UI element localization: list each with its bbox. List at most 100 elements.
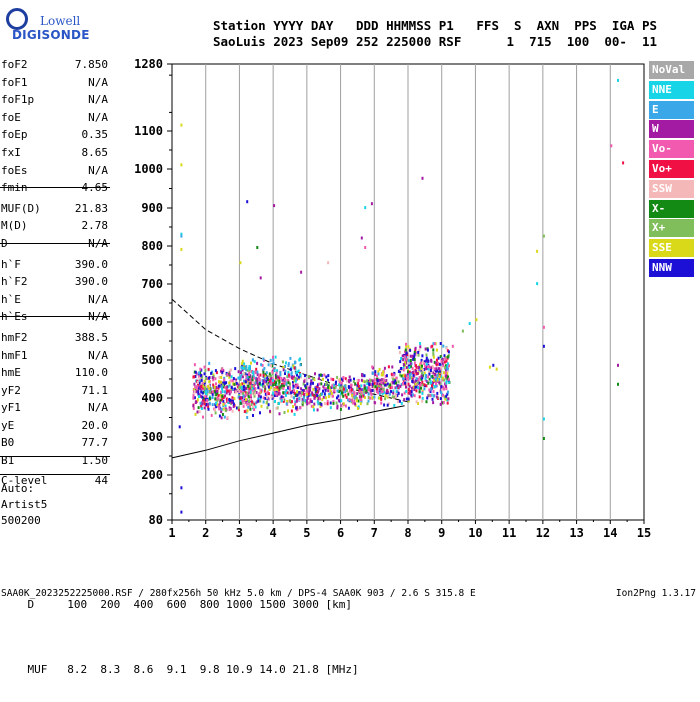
echo-point (447, 397, 450, 401)
echo-point (378, 367, 381, 371)
echo-point (333, 388, 336, 392)
echo-point (353, 396, 356, 400)
echo-point (288, 375, 291, 379)
echo-point (220, 369, 222, 373)
echo-point (262, 382, 264, 386)
echo-point (407, 345, 410, 349)
legend-item-ssw: SSW (649, 179, 694, 198)
echo-point (262, 396, 265, 400)
echo-point (262, 400, 265, 404)
echo-point (384, 374, 387, 378)
echo-point (193, 390, 196, 393)
ionogram-chart: 1 2 3 4 5 6 7 8 9 10 11 12 13 14 158020030040050060070… (134, 57, 651, 540)
x-tick-label: 15 (637, 526, 651, 540)
echo-point (211, 403, 214, 407)
echo-point (443, 374, 446, 378)
echo-point (267, 392, 270, 396)
echo-point (380, 390, 383, 394)
echo-point (413, 361, 416, 365)
echo-point (247, 391, 250, 395)
echo-point (409, 392, 412, 395)
echo-point (406, 347, 409, 351)
echo-point (316, 400, 319, 404)
echo-point (367, 379, 370, 383)
echo-point (220, 416, 223, 420)
echo-point (375, 387, 378, 391)
echo-point (390, 372, 393, 376)
echo-point (409, 354, 412, 358)
echo-point (427, 367, 430, 371)
echo-point (197, 390, 200, 394)
echo-point (327, 378, 329, 382)
echo-point (424, 347, 427, 351)
legend-item-w: W (649, 120, 694, 139)
echo-point (368, 385, 371, 389)
echo-point (207, 405, 210, 409)
echo-point (213, 385, 216, 389)
separator (0, 187, 110, 188)
echo-point (442, 401, 445, 404)
echo-point (266, 382, 269, 386)
echo-point (198, 410, 201, 414)
echo-point (398, 351, 401, 354)
echo-point (253, 402, 256, 406)
echo-point (246, 382, 249, 386)
echo-point (276, 378, 279, 382)
echo-point (294, 360, 296, 364)
echo-point (417, 386, 420, 389)
echo-point (332, 378, 335, 382)
echo-point (225, 397, 228, 401)
parameter-name: foF2 (1, 58, 28, 71)
echo-point (420, 358, 423, 362)
echo-point (425, 353, 428, 357)
echo-point (228, 406, 231, 410)
echo-point (384, 397, 387, 401)
echo-point (306, 392, 308, 396)
echo-point (196, 410, 199, 414)
echo-point (246, 200, 249, 204)
echo-point (402, 368, 405, 372)
echo-point (279, 373, 282, 377)
echo-point (207, 385, 210, 388)
echo-point (266, 406, 269, 410)
echo-point (360, 236, 363, 240)
echo-point (385, 379, 388, 382)
parameter-name: h`E (1, 292, 21, 306)
echo-point (424, 374, 427, 377)
x-tick-label: 12 (536, 526, 550, 540)
echo-point (405, 366, 408, 370)
echo-point (445, 381, 448, 385)
echo-point (421, 391, 424, 395)
echo-point (221, 372, 224, 376)
muf-table: D 100 200 400 600 800 1000 1500 3000 [km… (1, 559, 359, 702)
echo-point (245, 393, 248, 397)
echo-point (394, 386, 397, 390)
echo-point (336, 389, 339, 393)
echo-point (264, 396, 267, 400)
y-tick-label: 1280 (134, 57, 163, 71)
echo-point (242, 404, 245, 408)
echo-point (414, 346, 417, 350)
echo-point (310, 380, 313, 384)
echo-point (203, 365, 206, 369)
echo-point (383, 366, 386, 370)
echo-point (305, 389, 308, 393)
echo-point (287, 370, 290, 374)
echo-point (208, 387, 211, 391)
echo-point (378, 396, 381, 400)
echo-point (262, 373, 265, 377)
echo-point (251, 378, 254, 382)
echo-point (282, 391, 285, 395)
echo-point (356, 407, 359, 410)
echo-point (399, 384, 402, 388)
echo-point (219, 401, 222, 404)
echo-point (375, 390, 378, 394)
echo-point (306, 397, 309, 401)
echo-point (239, 383, 242, 387)
echo-point (239, 375, 242, 379)
echo-point (311, 393, 314, 397)
echo-point (201, 375, 204, 379)
echo-point (414, 370, 417, 374)
echo-point (379, 385, 382, 389)
echo-point (382, 370, 385, 374)
